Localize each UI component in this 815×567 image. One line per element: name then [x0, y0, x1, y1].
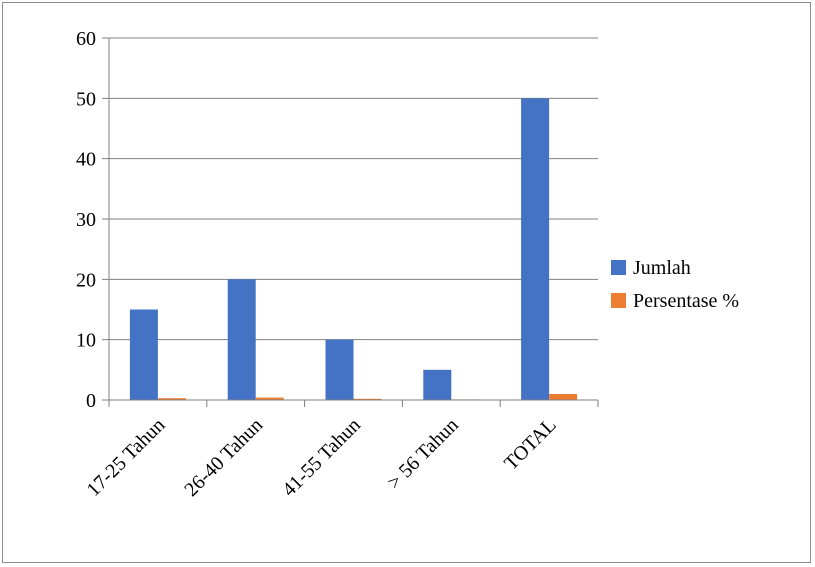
y-tick-label: 10	[76, 330, 96, 352]
bar-jumlah-3	[423, 369, 452, 400]
bar-jumlah-0	[129, 309, 158, 400]
x-tick-label: 17-25 Tahun	[82, 414, 169, 501]
legend: Jumlah Persentase %	[611, 257, 739, 312]
y-tick-label: 50	[76, 88, 96, 110]
y-tick-labels: 0 10 20 30 40 50 60	[76, 28, 96, 412]
gridlines	[102, 37, 598, 401]
legend-label: Jumlah	[633, 257, 691, 279]
bar-jumlah-1	[227, 279, 256, 400]
legend-label: Persentase %	[633, 290, 739, 312]
axes	[108, 38, 599, 407]
y-tick-label: 0	[86, 390, 96, 412]
bar-persentase--1	[255, 397, 284, 400]
x-tick-label: 26-40 Tahun	[180, 414, 267, 501]
bar-persentase--4	[549, 393, 578, 400]
y-tick-label: 20	[76, 269, 96, 291]
bar-persentase--0	[157, 398, 186, 400]
legend-swatch	[611, 293, 626, 308]
bars	[129, 98, 578, 400]
bar-jumlah-2	[325, 339, 354, 400]
bar-persentase--2	[353, 398, 382, 400]
x-tick-label: 41-55 Tahun	[278, 414, 365, 501]
bar-jumlah-4	[521, 98, 550, 400]
x-tick-label: TOTAL	[500, 414, 561, 475]
y-tick-label: 40	[76, 149, 96, 171]
legend-swatch	[611, 260, 626, 275]
y-tick-label: 30	[76, 209, 96, 231]
x-tick-label: > 56 Tahun	[383, 414, 463, 494]
y-tick-label: 60	[76, 28, 96, 50]
x-tick-labels: 17-25 Tahun 26-40 Tahun 41-55 Tahun > 56 Ta…	[82, 414, 560, 501]
